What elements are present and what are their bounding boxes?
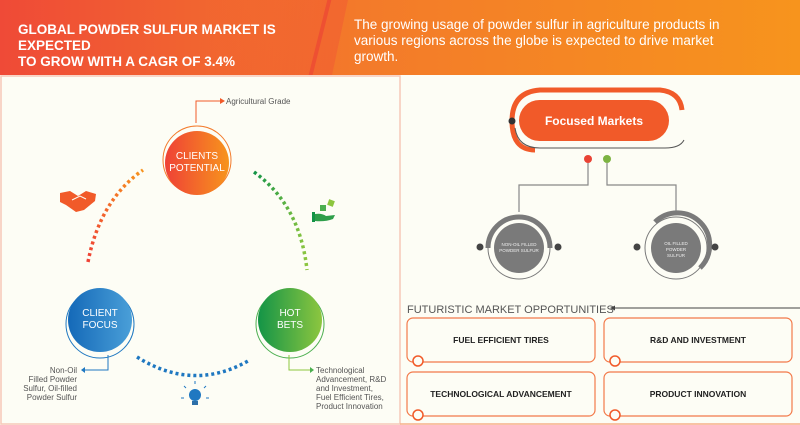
dotted-arc-blue: [136, 355, 249, 378]
opportunity-card: FUEL EFFICIENT TIRES: [406, 317, 596, 367]
hot-bets-note: Technological: [316, 366, 365, 375]
dotted-arc-orange: [86, 168, 145, 263]
connector-line: [606, 163, 677, 214]
node-label: CLIENTS: [176, 151, 219, 162]
opportunity-label: R&D AND INVESTMENT: [650, 335, 747, 345]
market-label: POWDER: [666, 247, 687, 252]
hot-bets-note: Advancement, R&D: [316, 375, 386, 384]
market-label: POWDER SULFUR: [499, 248, 539, 253]
market-label: SULFUR: [667, 253, 686, 258]
client-focus-note: Non-Oil: [50, 366, 77, 375]
lightbulb-icon: [181, 381, 209, 405]
clients-potential-node: Agricultural Grade CLIENTS POTENTIAL: [162, 97, 291, 195]
opportunity-label: FUEL EFFICIENT TIRES: [453, 335, 549, 345]
header-description: The growing usage of powder sulfur in ag…: [354, 17, 720, 64]
header-banner: GLOBAL POWDER SULFUR MARKET IS EXPECTED …: [0, 0, 800, 75]
left-panel-border: [0, 75, 401, 425]
client-focus-node: CLIENT FOCUS Non-Oil Filled Powder Sulfu…: [23, 288, 135, 402]
hot-bets-note: and Investment,: [316, 384, 373, 393]
hot-bets-node: HOT BETS Technological Advancement, R&D …: [255, 288, 386, 411]
title-line: TO GROW WITH A CAGR OF 3.4%: [18, 54, 236, 69]
money-hand-icon: [312, 199, 335, 222]
connector-dot-red: [584, 155, 592, 163]
hot-bets-note: Product Innovation: [316, 402, 383, 411]
node-label: POTENTIAL: [169, 163, 225, 174]
connector-line: [518, 163, 589, 212]
market-label: OIL FILLED: [664, 241, 688, 246]
opportunity-card: PRODUCT INNOVATION: [603, 371, 793, 421]
market-node-oil-filled: OIL FILLED POWDER SULFUR: [633, 210, 719, 280]
focused-markets-title: Focused Markets: [545, 114, 643, 128]
title-line: GLOBAL POWDER SULFUR MARKET IS EXPECTED: [18, 22, 276, 53]
arrow-head-icon: [610, 305, 615, 311]
market-label: NON-OIL FILLED: [501, 242, 537, 247]
focused-markets-pill: Focused Markets: [508, 87, 685, 153]
opportunity-card: TECHNOLOGICAL ADVANCEMENT: [406, 371, 596, 421]
opportunity-label: PRODUCT INNOVATION: [650, 389, 747, 399]
node-label: BETS: [277, 320, 303, 331]
node-label: CLIENT: [82, 308, 118, 319]
client-focus-note: Sulfur, Oil-filled: [23, 384, 77, 393]
hot-bets-note: Fuel Efficient Tires,: [316, 393, 384, 402]
connector-dot-green: [603, 155, 611, 163]
node-label: HOT: [279, 308, 300, 319]
opportunity-card: R&D AND INVESTMENT: [603, 317, 793, 367]
dotted-arc-green: [252, 170, 309, 271]
market-node-non-oil-filled: NON-OIL FILLED POWDER SULFUR: [476, 214, 562, 280]
header-title: GLOBAL POWDER SULFUR MARKET IS EXPECTED …: [18, 22, 318, 70]
handshake-icon: [60, 191, 96, 212]
client-focus-note: Filled Powder: [29, 375, 78, 384]
opportunity-label: TECHNOLOGICAL ADVANCEMENT: [430, 389, 572, 399]
agricultural-grade-label: Agricultural Grade: [226, 97, 291, 106]
client-focus-note: Powder Sulfur: [27, 393, 78, 402]
opportunities-title: FUTURISTIC MARKET OPPORTUNITIES: [407, 304, 614, 316]
node-label: FOCUS: [83, 320, 118, 331]
